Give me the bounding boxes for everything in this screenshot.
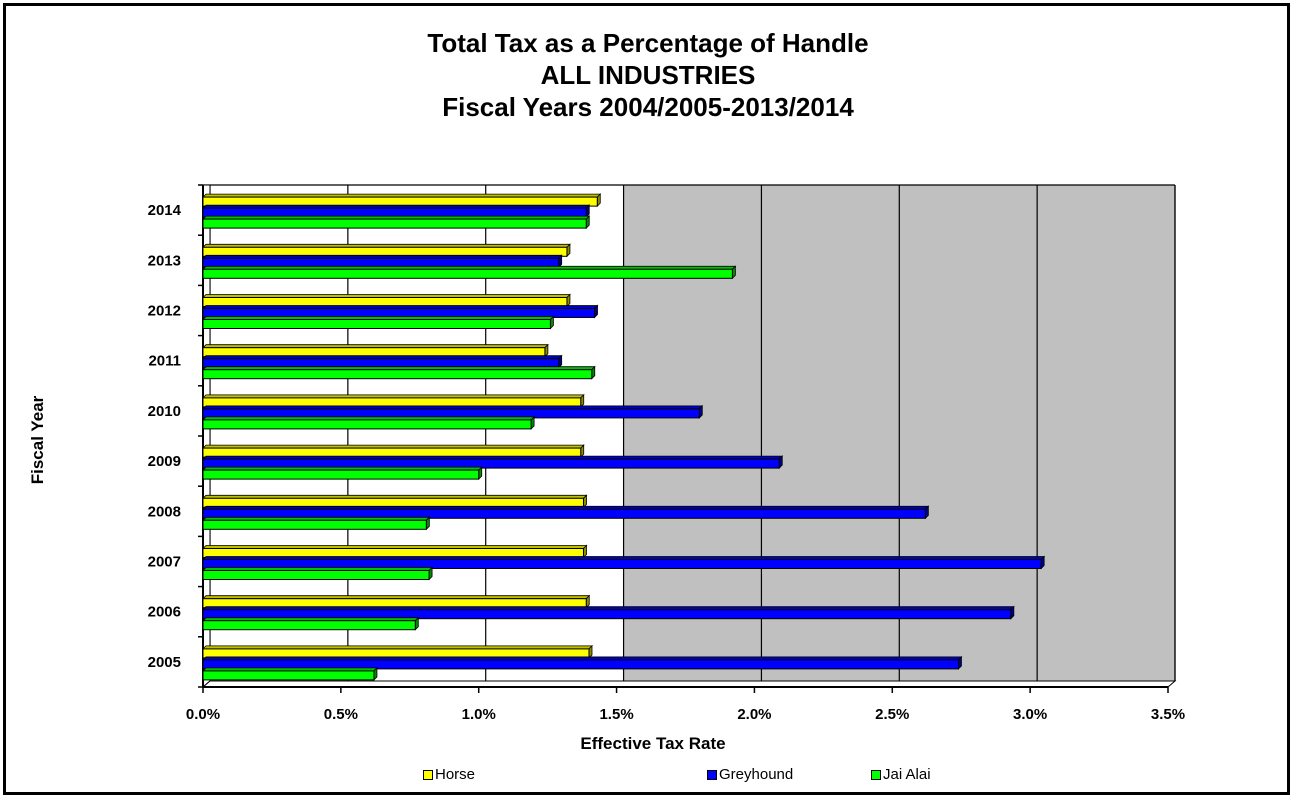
bar-jai-alai [202,369,593,380]
bar-greyhound [202,659,959,670]
y-tick-label: 2007 [148,554,181,571]
x-tick-label: 0.0% [186,706,220,723]
legend-label: Greyhound [719,766,794,783]
x-tick-label: 1.5% [599,706,633,723]
x-tick-label: 0.5% [324,706,358,723]
legend-item-horse: Horse [423,766,475,783]
bar-greyhound [202,458,780,469]
x-tick-label: 3.5% [1151,706,1185,723]
bar-greyhound [202,559,1042,569]
bar-greyhound [202,609,1012,620]
bar-jai-alai [202,419,532,430]
bar-jai-alai [202,218,587,229]
legend-swatch [707,769,717,780]
legend-swatch [423,769,433,780]
chart-title-line-2: ALL INDUSTRIES [540,60,756,90]
bar-jai-alai [202,519,427,530]
legend-swatch [871,769,881,780]
legend-item-jai-alai: Jai Alai [871,766,931,783]
y-tick-label: 2012 [148,303,181,320]
chart-title-line-1: Total Tax as a Percentage of Handle [427,28,869,58]
bar-jai-alai [202,469,480,480]
x-axis-title: Effective Tax Rate [580,734,725,753]
y-tick-label: 2013 [148,252,181,269]
legend-label: Jai Alai [883,766,931,783]
bar-jai-alai [202,570,430,580]
bar-jai-alai [202,670,375,681]
y-tick-label: 2008 [148,503,181,520]
y-tick-label: 2010 [148,403,181,420]
x-tick-label: 3.0% [1013,706,1047,723]
x-tick-label: 2.5% [875,706,909,723]
bar-greyhound [202,508,926,519]
y-tick-label: 2006 [148,604,181,621]
y-axis-title: Fiscal Year [28,395,47,484]
x-tick-label: 1.0% [462,706,496,723]
y-tick-label: 2011 [148,353,181,370]
bar-jai-alai [202,620,416,631]
y-tick-label: 2005 [148,654,181,671]
legend-label: Horse [435,766,476,783]
y-tick-label: 2014 [148,202,182,219]
chart-title-line-3: Fiscal Years 2004/2005-2013/2014 [442,92,854,122]
bar-jai-alai [202,319,551,329]
y-tick-label: 2009 [148,453,181,470]
x-tick-label: 2.0% [737,706,771,723]
legend-item-greyhound: Greyhound [707,766,793,783]
bar-jai-alai [202,268,733,279]
